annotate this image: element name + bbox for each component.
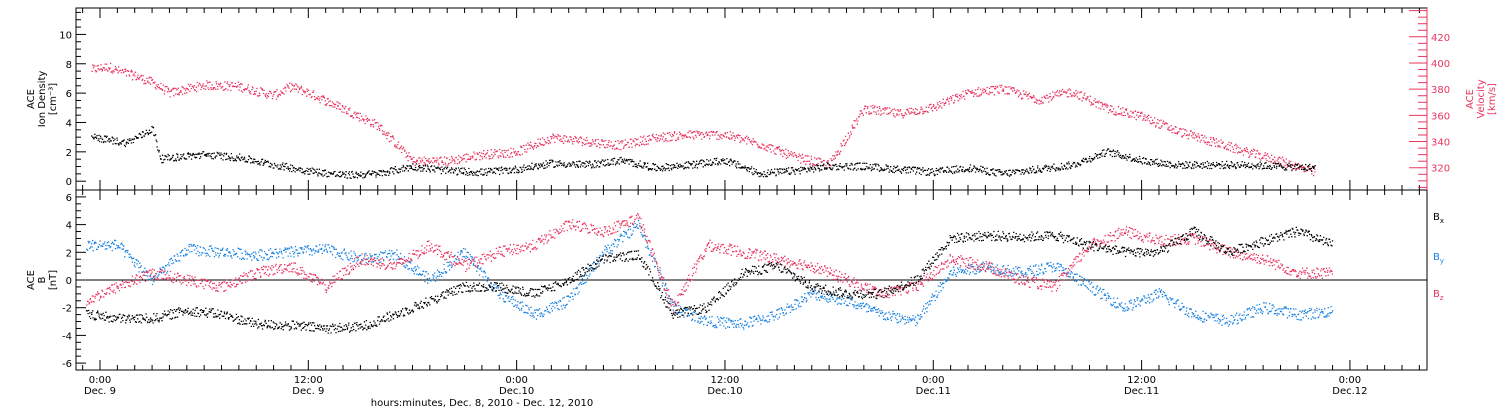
density-axis-title-line: ACE [26, 89, 37, 109]
x-tick-label-date: Dec.11 [916, 386, 951, 397]
velocity-tick-label: 340 [1431, 138, 1450, 149]
b-axis-title-line: [nT] [48, 270, 59, 290]
x-tick-label-date: Dec. 9 [292, 386, 324, 397]
velocity-axis-title-line: [km/s] [1487, 83, 1498, 115]
top-panel-points [91, 62, 1316, 180]
b-tick-label: -2 [62, 304, 72, 315]
x-tick-label-time: 12:00 [711, 375, 740, 386]
density-tick-label: 6 [66, 89, 72, 100]
x-tick-label-time: 0:00 [1339, 375, 1361, 386]
density-tick-label: 0 [66, 177, 72, 188]
b-tick-label: 6 [66, 193, 72, 204]
density-tick-label: 2 [66, 148, 72, 159]
density-tick-label: 10 [59, 30, 72, 41]
velocity-axis-title-line: ACE [1465, 89, 1476, 109]
x-tick-label-date: Dec.12 [1332, 386, 1367, 397]
b-tick-label: -6 [62, 359, 72, 370]
velocity-axis-title: ACE Velocity [km/s] [1465, 79, 1498, 118]
plot-frame [75, 7, 1428, 371]
bz-points [86, 212, 1333, 313]
legend-subscript: y [1440, 257, 1444, 265]
bottom-panel-points [85, 212, 1334, 334]
velocity-axis-title-line: Velocity [1476, 79, 1487, 118]
x-tick-label-date: Dec.11 [1124, 386, 1159, 397]
legend-bz: Bz [1433, 289, 1444, 302]
legend-by: By [1433, 252, 1444, 265]
x-tick-label-date: Dec. 9 [84, 386, 116, 397]
plot-border [75, 7, 1428, 371]
density-tick-label: 4 [66, 118, 72, 129]
x-tick-label-time: 12:00 [1127, 375, 1156, 386]
legend-main: B [1433, 252, 1440, 263]
x-tick-label-date: Dec.10 [499, 386, 534, 397]
x-axis-title: hours:minutes, Dec. 8, 2010 - Dec. 12, 2… [371, 398, 593, 409]
density-tick-label: 8 [66, 60, 72, 71]
legend-bx: Bx [1433, 212, 1444, 225]
b-tick-label: 2 [66, 248, 72, 259]
bx-points [85, 226, 1334, 334]
x-tick-label-time: 12:00 [294, 375, 323, 386]
legend-subscript: z [1440, 294, 1444, 302]
legend-main: B [1433, 289, 1440, 300]
b-axis-title-line: ACE [26, 270, 37, 290]
b-tick-label: 4 [66, 221, 72, 232]
velocity-tick-label: 420 [1431, 33, 1450, 44]
density-axis-title: ACE Ion Density [cm⁻³] [26, 71, 59, 128]
b-axis-title: ACE B [nT] [26, 270, 59, 290]
b-tick-label: -4 [62, 331, 72, 342]
density-axis-title-line: Ion Density [37, 71, 48, 128]
legend-subscript: x [1440, 217, 1444, 225]
velocity-tick-label: 360 [1431, 111, 1450, 122]
velocity-tick-label: 320 [1431, 164, 1450, 175]
x-tick-label-time: 0:00 [89, 375, 111, 386]
velocity-tick-label: 380 [1431, 85, 1450, 96]
legend-main: B [1433, 212, 1440, 223]
velocity-tick-label: 400 [1431, 59, 1450, 70]
velocity-points [91, 62, 1316, 177]
x-tick-label-time: 0:00 [505, 375, 527, 386]
b-axis-title-line: B [37, 276, 48, 283]
x-tick-label-date: Dec.10 [707, 386, 742, 397]
b-tick-label: 0 [66, 276, 72, 287]
x-tick-label-time: 0:00 [922, 375, 944, 386]
density-axis-title-line: [cm⁻³] [48, 83, 59, 115]
ion-density-points [91, 125, 1316, 180]
